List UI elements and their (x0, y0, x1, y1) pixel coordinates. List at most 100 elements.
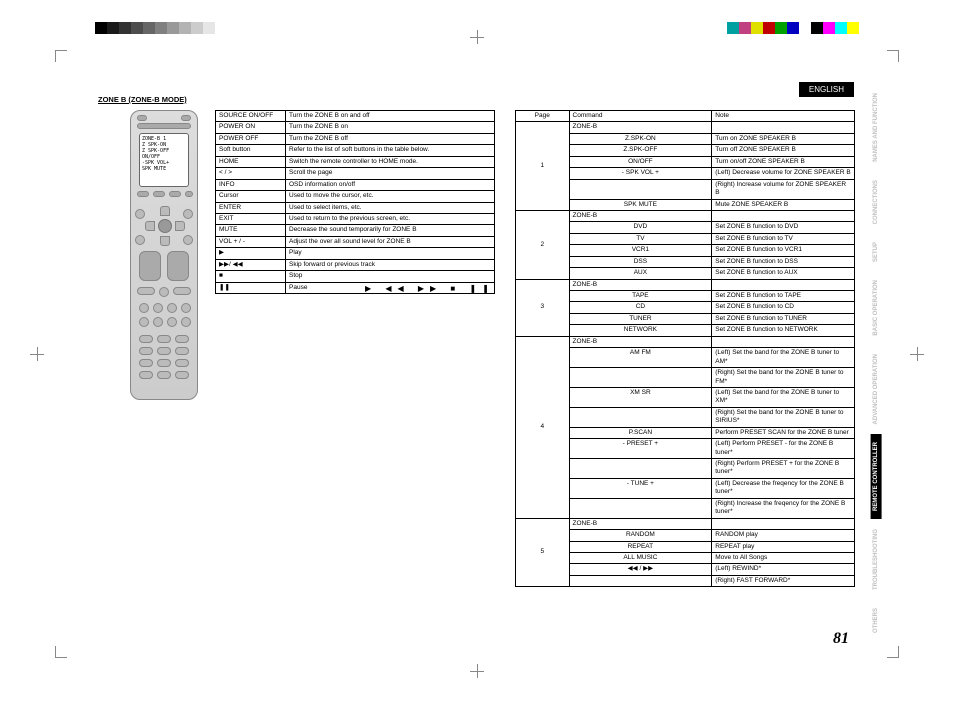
table-cell: XM SR (569, 387, 712, 407)
table-cell: ON/OFF (569, 156, 712, 167)
table-cell: ▶ (216, 248, 286, 259)
remote-button (183, 209, 193, 219)
side-tab: REMOTE CONTROLLER (871, 434, 882, 519)
table-header-cell: Command (569, 111, 712, 122)
table-cell: (Right) Set the band for the ZONE B tune… (712, 407, 855, 427)
table-cell: DVD (569, 222, 712, 233)
remote-button (139, 335, 153, 343)
table-cell: Set ZONE B function to CD (712, 302, 855, 313)
table-cell: 3 (516, 279, 570, 336)
table-cell: Turn on ZONE SPEAKER B (712, 133, 855, 144)
remote-button (173, 287, 191, 295)
table-cell: Play (286, 248, 495, 259)
remote-button (135, 209, 145, 219)
remote-button (181, 303, 191, 313)
table-cell: ZONE-B (569, 122, 712, 133)
table-cell: Z.SPK-OFF (569, 145, 712, 156)
remote-button (167, 303, 177, 313)
table-cell: Decrease the sound temporarily for ZONE … (286, 225, 495, 236)
remote-button (139, 347, 153, 355)
registration-cross (30, 347, 44, 361)
table-cell: ▶▶/ ◀◀ (216, 259, 286, 270)
table-cell: ZONE-B (569, 336, 712, 347)
table-cell: ENTER (216, 202, 286, 213)
side-tabs: NAMES AND FUNCTIONCONNECTIONSSETUPBASIC … (871, 85, 909, 643)
table-cell: CD (569, 302, 712, 313)
table-cell (712, 518, 855, 529)
table-cell: Set ZONE B function to TV (712, 233, 855, 244)
remote-button (157, 347, 171, 355)
table-cell: REPEAT (569, 541, 712, 552)
table-cell (569, 407, 712, 427)
table-cell: ZONE-B (569, 279, 712, 290)
table-cell: OSD information on/off (286, 179, 495, 190)
table-cell: DSS (569, 256, 712, 267)
page-number: 81 (833, 630, 849, 648)
remote-button (137, 115, 147, 121)
table-cell: Turn the ZONE B on and off (286, 111, 495, 122)
page-body: ENGLISH ZONE B (ZONE-B MODE) NAMES AND F… (95, 60, 909, 648)
table-cell (712, 336, 855, 347)
table-cell: Scroll the page (286, 168, 495, 179)
table-cell: Set ZONE B function to NETWORK (712, 325, 855, 336)
table-cell: 1 (516, 122, 570, 211)
remote-button (139, 359, 153, 367)
remote-button (175, 335, 189, 343)
section-title: ZONE B (ZONE-B MODE) (98, 95, 187, 104)
table-cell: (Right) FAST FORWARD* (712, 575, 855, 586)
table-cell: Soft button (216, 145, 286, 156)
table-cell: 2 (516, 210, 570, 279)
table-cell: ■ (216, 271, 286, 282)
remote-button (167, 251, 189, 281)
table-cell (569, 498, 712, 518)
remote-button (139, 317, 149, 327)
grayscale-bar (95, 22, 227, 34)
table-cell: Set ZONE B function to DSS (712, 256, 855, 267)
playback-symbols: ▶ ◀◀ ▶▶ ■ ❚❚ (365, 284, 495, 293)
remote-button (139, 303, 149, 313)
table-cell: - TUNE + (569, 478, 712, 498)
table-cell (569, 459, 712, 479)
remote-illustration: ZONE-B 1Z SPK-ONZ SPK-OFFON/OFF-SPK VOL+… (130, 110, 198, 400)
crop-mark (55, 50, 75, 70)
table-cell: RANDOM play (712, 530, 855, 541)
side-tab: NAMES AND FUNCTION (871, 85, 882, 170)
button-function-table: SOURCE ON/OFFTurn the ZONE B on and offP… (215, 110, 495, 294)
remote-screen: ZONE-B 1Z SPK-ONZ SPK-OFFON/OFF-SPK VOL+… (139, 133, 189, 187)
soft-button-table: PageCommandNote1ZONE-BZ.SPK-ONTurn on ZO… (515, 110, 855, 587)
remote-button (175, 359, 189, 367)
remote-button (169, 191, 181, 197)
table-cell: (Left) Set the band for the ZONE B tuner… (712, 387, 855, 407)
table-cell: ◀◀ / ▶▶ (569, 564, 712, 575)
table-cell: ZONE-B (569, 518, 712, 529)
table-cell (569, 575, 712, 586)
table-cell: 4 (516, 336, 570, 518)
table-cell: TUNER (569, 313, 712, 324)
registration-cross (470, 30, 484, 44)
registration-cross (910, 347, 924, 361)
side-tab: CONNECTIONS (871, 172, 882, 232)
remote-button (137, 287, 155, 295)
remote-button (159, 287, 169, 297)
table-cell: VCR1 (569, 245, 712, 256)
side-tab: TROUBLESHOOTING (871, 521, 882, 598)
table-cell: Switch the remote controller to HOME mod… (286, 156, 495, 167)
table-cell: AUX (569, 268, 712, 279)
table-cell: Set ZONE B function to DVD (712, 222, 855, 233)
table-cell: (Right) Increase volume for ZONE SPEAKER… (712, 179, 855, 199)
remote-button (135, 235, 145, 245)
table-cell: Mute ZONE SPEAKER B (712, 199, 855, 210)
table-cell (712, 122, 855, 133)
table-cell: Set ZONE B function to VCR1 (712, 245, 855, 256)
remote-button (153, 317, 163, 327)
remote-dpad (145, 206, 185, 246)
table-cell: RANDOM (569, 530, 712, 541)
table-cell: (Left) Perform PRESET - for the ZONE B t… (712, 439, 855, 459)
table-cell: Cursor (216, 191, 286, 202)
table-cell (712, 210, 855, 221)
table-cell: Used to move the cursor, etc. (286, 191, 495, 202)
table-cell: ❚❚ (216, 282, 286, 293)
table-cell: - SPK VOL + (569, 168, 712, 179)
table-cell: Turn on/off ZONE SPEAKER B (712, 156, 855, 167)
remote-button (139, 371, 153, 379)
